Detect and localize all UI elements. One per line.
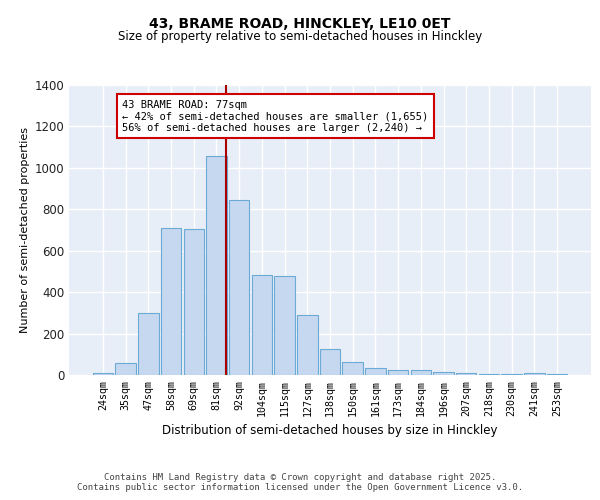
Bar bbox=[274, 276, 295, 375]
Bar bbox=[297, 315, 317, 375]
Bar bbox=[320, 349, 340, 375]
Bar bbox=[365, 368, 386, 375]
Text: Size of property relative to semi-detached houses in Hinckley: Size of property relative to semi-detach… bbox=[118, 30, 482, 43]
Bar bbox=[138, 313, 158, 375]
Bar bbox=[229, 200, 250, 375]
Text: Contains HM Land Registry data © Crown copyright and database right 2025.
Contai: Contains HM Land Registry data © Crown c… bbox=[77, 473, 523, 492]
Bar bbox=[524, 373, 545, 375]
Bar bbox=[161, 228, 181, 375]
Bar bbox=[343, 362, 363, 375]
Bar bbox=[115, 362, 136, 375]
Text: 43, BRAME ROAD, HINCKLEY, LE10 0ET: 43, BRAME ROAD, HINCKLEY, LE10 0ET bbox=[149, 18, 451, 32]
Bar bbox=[251, 274, 272, 375]
Bar bbox=[502, 374, 522, 375]
Bar bbox=[479, 374, 499, 375]
Bar bbox=[433, 372, 454, 375]
Y-axis label: Number of semi-detached properties: Number of semi-detached properties bbox=[20, 127, 30, 333]
Bar bbox=[388, 370, 409, 375]
Bar bbox=[184, 229, 204, 375]
Bar bbox=[93, 373, 113, 375]
Bar bbox=[456, 373, 476, 375]
Bar bbox=[547, 374, 567, 375]
X-axis label: Distribution of semi-detached houses by size in Hinckley: Distribution of semi-detached houses by … bbox=[162, 424, 498, 437]
Bar bbox=[410, 370, 431, 375]
Text: 43 BRAME ROAD: 77sqm
← 42% of semi-detached houses are smaller (1,655)
56% of se: 43 BRAME ROAD: 77sqm ← 42% of semi-detac… bbox=[122, 100, 428, 132]
Bar bbox=[206, 156, 227, 375]
